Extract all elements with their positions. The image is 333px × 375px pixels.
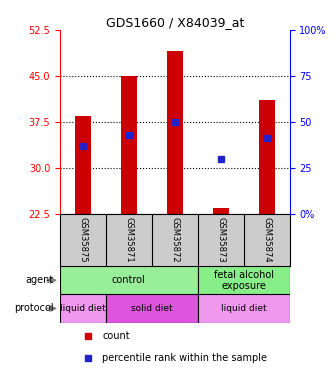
Text: solid diet: solid diet [131,304,173,313]
Text: liquid diet: liquid diet [221,304,267,313]
Bar [213,208,229,214]
Text: protocol: protocol [14,303,53,313]
Title: GDS1660 / X84039_at: GDS1660 / X84039_at [106,16,244,29]
Text: GSM35873: GSM35873 [216,217,225,263]
Text: GSM35875: GSM35875 [78,217,88,263]
Bar [75,116,91,214]
Text: percentile rank within the sample: percentile rank within the sample [103,352,267,363]
Text: control: control [112,275,146,285]
Bar [198,266,290,294]
Bar [198,294,290,322]
Text: GSM35872: GSM35872 [170,217,179,263]
Bar [259,100,275,214]
Text: GSM35874: GSM35874 [262,217,271,263]
Bar [167,51,183,214]
Text: GSM35871: GSM35871 [124,217,134,263]
Text: liquid diet: liquid diet [60,304,106,313]
Text: fetal alcohol
exposure: fetal alcohol exposure [214,270,274,291]
Bar [106,294,198,322]
Text: count: count [103,331,130,341]
Bar [60,294,106,322]
Bar [121,76,137,214]
Text: agent: agent [25,275,53,285]
Bar [60,266,198,294]
